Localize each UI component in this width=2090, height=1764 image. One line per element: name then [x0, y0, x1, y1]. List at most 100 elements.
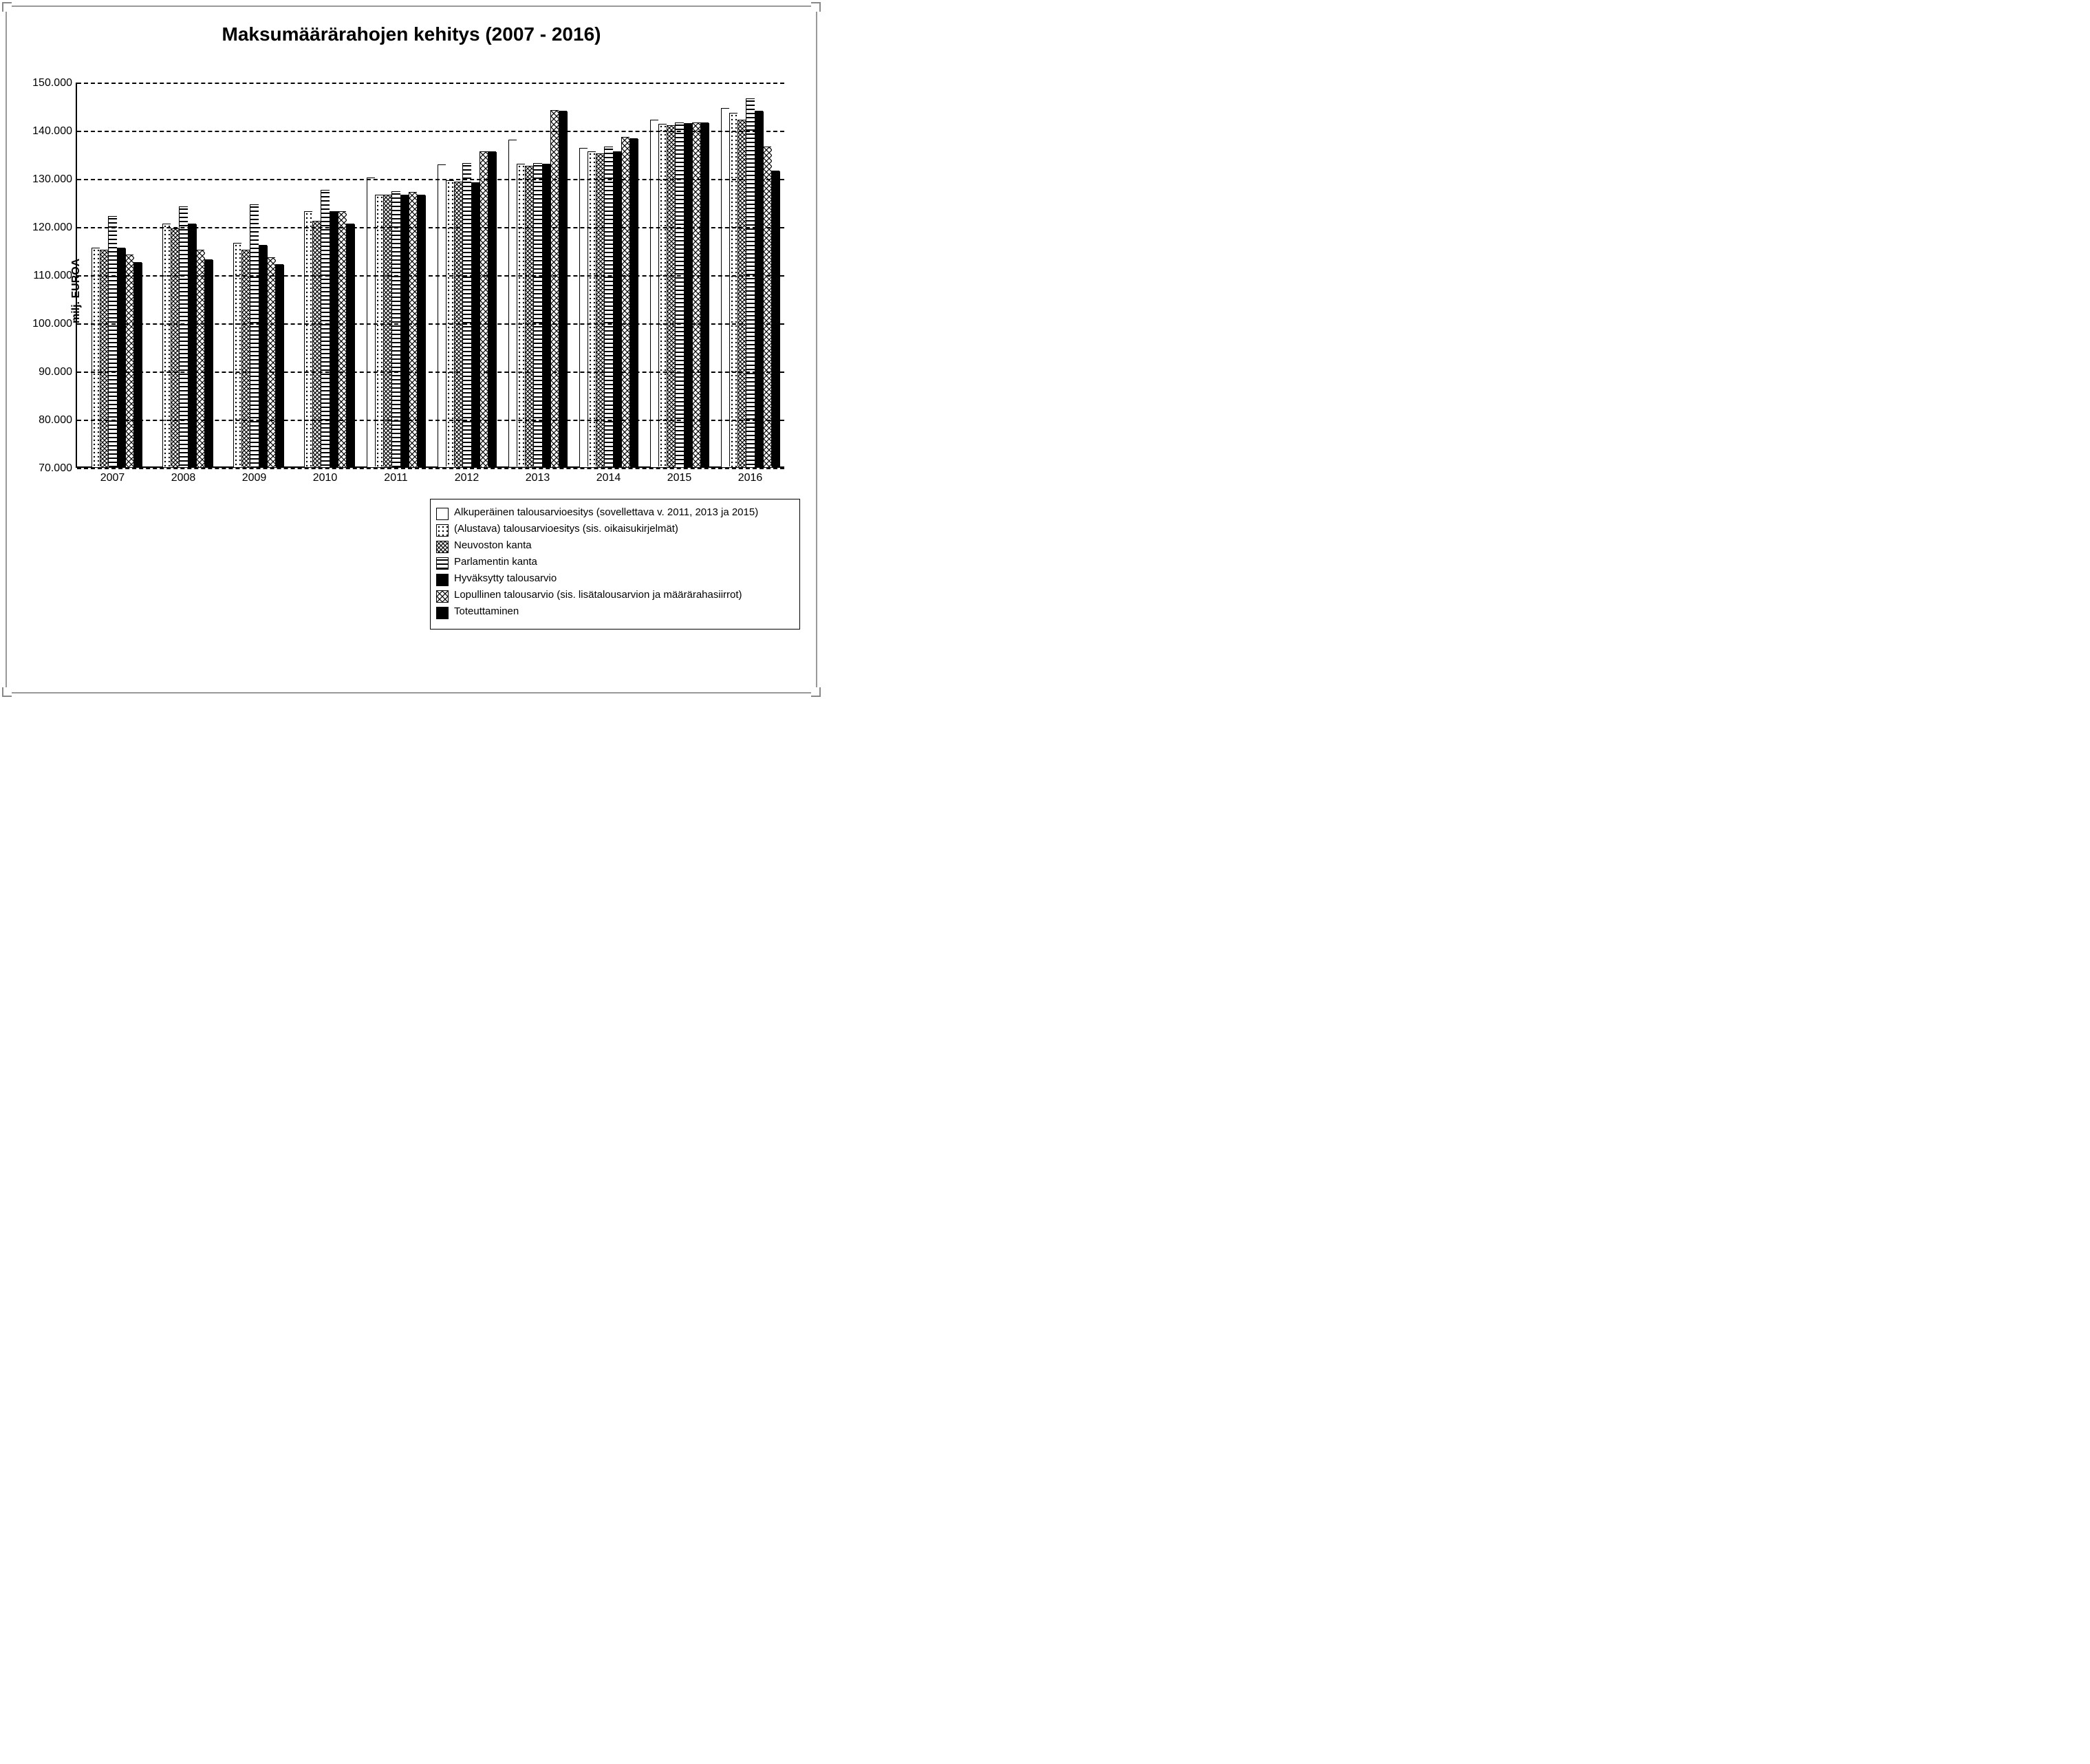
bar — [746, 98, 754, 467]
bar — [117, 248, 125, 467]
bar — [755, 111, 763, 466]
legend-item: (Alustava) talousarvioesitys (sis. oikai… — [436, 523, 794, 537]
y-tick-label: 90.000 — [28, 366, 72, 378]
bar — [267, 257, 275, 467]
y-tick-label: 70.000 — [28, 462, 72, 475]
bar — [330, 211, 338, 466]
bar — [171, 228, 179, 467]
bar — [259, 245, 267, 466]
gridline: 90.000 — [77, 372, 784, 373]
bar — [629, 138, 638, 466]
bar — [375, 195, 383, 467]
legend-item: Lopullinen talousarvio (sis. lisätalousa… — [436, 589, 794, 603]
legend-label: Toteuttaminen — [454, 605, 794, 619]
bar — [559, 111, 567, 466]
y-tick-label: 120.000 — [28, 222, 72, 234]
legend-swatch — [436, 508, 449, 520]
bar — [196, 250, 204, 466]
bar — [763, 147, 771, 467]
x-tick-label: 2013 — [502, 472, 573, 484]
bar — [684, 123, 692, 466]
gridline: 130.000 — [77, 179, 784, 180]
bar — [692, 122, 700, 467]
x-tick-label: 2015 — [644, 472, 715, 484]
bar — [700, 122, 709, 467]
bar — [438, 164, 446, 466]
x-tick-label: 2012 — [431, 472, 502, 484]
x-tick-label: 2008 — [148, 472, 219, 484]
bar — [346, 224, 354, 467]
bar — [133, 262, 142, 467]
chart-frame: Maksumäärärahojen kehitys (2007 - 2016) … — [6, 6, 817, 693]
bar — [667, 125, 675, 466]
bar — [721, 108, 729, 467]
bar — [383, 195, 391, 467]
legend-item: Hyväksytty talousarvio — [436, 572, 794, 586]
legend-item: Neuvoston kanta — [436, 539, 794, 553]
gridline: 140.000 — [77, 131, 784, 132]
bar — [91, 248, 100, 467]
legend-item: Parlamentin kanta — [436, 556, 794, 570]
y-tick-label: 110.000 — [28, 270, 72, 282]
bar — [400, 195, 409, 467]
bar — [542, 164, 550, 466]
bar — [108, 216, 116, 466]
bar — [367, 178, 375, 466]
legend-label: Alkuperäinen talousarvioesitys (sovellet… — [454, 506, 794, 519]
bar — [275, 264, 283, 466]
x-tick-label: 2011 — [360, 472, 431, 484]
plot-area-wrapper: milj. EUROA 70.00080.00090.000100.000110… — [55, 83, 784, 488]
legend-label: Neuvoston kanta — [454, 539, 794, 552]
bar — [729, 113, 737, 467]
bar — [737, 120, 746, 466]
bar — [321, 190, 329, 467]
bar — [579, 148, 588, 466]
bar — [391, 191, 400, 466]
legend-swatch — [436, 574, 449, 586]
gridline: 100.000 — [77, 323, 784, 325]
y-tick-label: 130.000 — [28, 173, 72, 186]
bar — [409, 192, 417, 466]
bar — [604, 147, 612, 467]
bar — [525, 166, 533, 467]
y-tick-label: 100.000 — [28, 318, 72, 330]
legend-label: Hyväksytty talousarvio — [454, 572, 794, 585]
x-tick-label: 2010 — [290, 472, 360, 484]
gridline: 80.000 — [77, 420, 784, 421]
bar — [304, 211, 312, 466]
legend-item: Toteuttaminen — [436, 605, 794, 619]
bar — [312, 221, 321, 466]
bar — [125, 255, 133, 466]
gridline: 70.000 — [77, 468, 784, 469]
bar — [650, 120, 658, 466]
legend-swatch — [436, 524, 449, 537]
bar — [658, 124, 667, 466]
bar — [338, 211, 346, 466]
bar — [162, 224, 171, 467]
bar — [417, 195, 425, 467]
bar — [204, 259, 213, 466]
plot-area: 70.000 80.000 90.000 100.000 110.000 120.000 1… — [76, 83, 784, 468]
legend-label: (Alustava) talousarvioesitys (sis. oikai… — [454, 523, 794, 536]
legend-label: Lopullinen talousarvio (sis. lisätalousa… — [454, 589, 794, 602]
bar — [771, 171, 779, 467]
legend: Alkuperäinen talousarvioesitys (sovellet… — [430, 499, 800, 630]
gridline: 110.000 — [77, 275, 784, 277]
x-tick-label: 2007 — [77, 472, 148, 484]
x-tick-label: 2009 — [219, 472, 290, 484]
y-tick-label: 150.000 — [28, 77, 72, 89]
bar — [179, 206, 187, 466]
bar — [621, 137, 629, 467]
chart-title: Maksumäärärahojen kehitys (2007 - 2016) — [7, 7, 816, 45]
legend-swatch — [436, 607, 449, 619]
gridline: 120.000 — [77, 227, 784, 228]
bars-layer — [77, 83, 784, 466]
bar — [250, 204, 258, 467]
legend-swatch — [436, 541, 449, 553]
bar — [188, 224, 196, 467]
gridline: 150.000 — [77, 83, 784, 84]
legend-swatch — [436, 590, 449, 603]
legend-swatch — [436, 557, 449, 570]
bar — [550, 110, 559, 466]
legend-label: Parlamentin kanta — [454, 556, 794, 569]
